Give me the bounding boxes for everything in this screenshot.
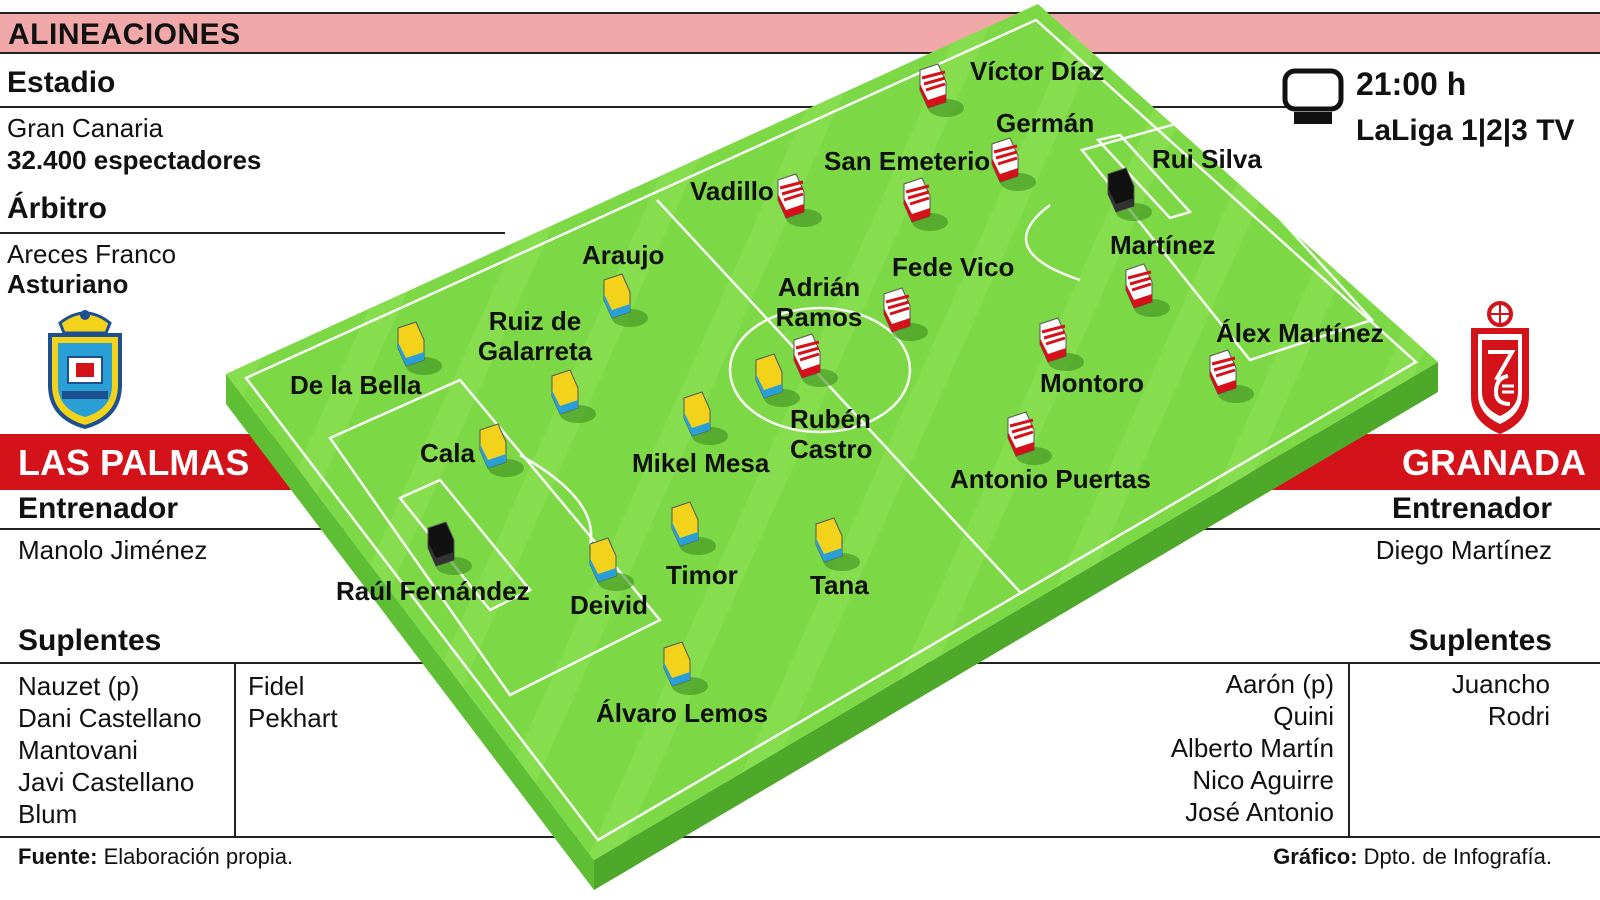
divider xyxy=(0,836,1600,838)
player-label: Montoro xyxy=(1040,368,1144,398)
source-label: Fuente: xyxy=(18,844,98,869)
player-label: Rui Silva xyxy=(1152,144,1262,174)
player-label: Raúl Fernández xyxy=(336,576,530,606)
home-player-kit xyxy=(815,517,860,571)
list-item: Dani Castellano xyxy=(18,703,202,733)
home-team-banner: LAS PALMAS xyxy=(0,434,310,490)
player-label: Timor xyxy=(666,560,738,590)
away-team-banner: GRANADA xyxy=(1250,434,1600,490)
player-label: Deivid xyxy=(570,590,649,620)
away-player-kit xyxy=(1209,349,1254,403)
away-player-kit xyxy=(991,137,1036,191)
graphic-label: Gráfico: xyxy=(1273,844,1358,869)
kickoff-time: 21:00 h xyxy=(1356,66,1467,102)
player-label: Víctor Díaz xyxy=(970,56,1105,86)
divider xyxy=(0,106,1300,108)
list-item: Juancho xyxy=(1451,669,1550,699)
player-label: Martínez xyxy=(1110,230,1216,260)
home-player-kit xyxy=(755,353,800,407)
home-player-kit xyxy=(663,641,708,695)
away-coach: Diego Martínez xyxy=(1375,535,1552,565)
list-item: Nauzet (p) xyxy=(18,671,140,701)
divider xyxy=(1348,662,1350,838)
home-player-kit xyxy=(479,423,524,477)
home-subs-list-2: Fidel Pekhart xyxy=(248,670,338,734)
granada-crest-icon xyxy=(1468,300,1532,436)
tv-channel: LaLiga 1|2|3 TV xyxy=(1356,114,1575,147)
list-item: Mantovani xyxy=(18,735,138,765)
referee-region: Asturiano xyxy=(7,269,129,299)
player-label: Ruiz de Galarreta xyxy=(477,306,593,366)
away-player-kit xyxy=(1007,411,1052,465)
away-subs-list: Aarón (p) Quini Alberto Martín Nico Agui… xyxy=(1171,668,1334,828)
player-label: Tana xyxy=(810,570,869,600)
player-label: Vadillo xyxy=(690,176,774,206)
home-player-kit xyxy=(551,369,596,423)
away-player-kit xyxy=(793,333,838,387)
player-label: Fede Vico xyxy=(892,252,1015,282)
list-item: Fidel xyxy=(248,671,305,701)
divider xyxy=(0,528,1600,530)
stadium-heading: Estadio xyxy=(7,66,116,99)
player-label: Araujo xyxy=(582,240,665,270)
player-label: Mikel Mesa xyxy=(632,448,770,478)
home-player-kit xyxy=(397,321,442,375)
home-team-name: LAS PALMAS xyxy=(18,442,250,483)
away-coach-heading: Entrenador xyxy=(1391,492,1552,525)
home-subs-heading: Suplentes xyxy=(18,624,162,657)
source-credit: Fuente: Elaboración propia. xyxy=(18,844,293,870)
stadium-name: Gran Canaria xyxy=(7,113,164,143)
list-item: Aarón (p) xyxy=(1225,669,1334,699)
graphic-credit: Gráfico: Dpto. de Infografía. xyxy=(1273,844,1552,870)
referee-heading: Árbitro xyxy=(7,192,107,225)
list-item: Nico Aguirre xyxy=(1192,765,1334,795)
list-item: Blum xyxy=(18,799,78,829)
player-label: Álex Martínez xyxy=(1216,318,1384,348)
list-item: Rodri xyxy=(1487,701,1550,731)
player-label: Adrián Ramos xyxy=(775,272,863,332)
home-subs-list: Nauzet (p) Dani Castellano Mantovani Jav… xyxy=(18,670,202,830)
divider xyxy=(0,232,505,234)
source-text: Elaboración propia. xyxy=(103,844,294,869)
player-label: Rubén Castro xyxy=(790,404,873,464)
capacity: 32.400 espectadores xyxy=(7,145,262,175)
home-coach-heading: Entrenador xyxy=(18,492,179,525)
away-team-name: GRANADA xyxy=(1402,442,1586,483)
player-label: San Emeterio xyxy=(824,146,991,176)
divider xyxy=(234,662,236,838)
referee-name: Areces Franco xyxy=(7,239,177,269)
away-player-kit xyxy=(1039,317,1084,371)
player-label: Germán xyxy=(996,108,1095,138)
away-player-kit xyxy=(883,287,928,341)
divider xyxy=(0,662,1600,664)
away-subs-list-2: Juancho Rodri xyxy=(1452,668,1550,732)
away-player-kit xyxy=(1107,167,1152,221)
away-player-kit xyxy=(1125,263,1170,317)
list-item: Quini xyxy=(1273,701,1334,731)
list-item: Pekhart xyxy=(248,703,338,733)
list-item: Javi Castellano xyxy=(18,767,195,797)
player-label: Álvaro Lemos xyxy=(596,698,768,728)
player-label: Cala xyxy=(420,438,475,468)
graphic-text: Dpto. de Infografía. xyxy=(1363,844,1552,869)
player-label: Antonio Puertas xyxy=(950,464,1151,494)
away-player-kit xyxy=(919,63,964,117)
home-player-kit xyxy=(603,273,648,327)
las-palmas-crest-icon xyxy=(40,305,130,430)
player-label: De la Bella xyxy=(290,370,422,400)
home-player-kit xyxy=(683,391,728,445)
header-bar: ALINEACIONES xyxy=(0,12,1600,54)
list-item: José Antonio xyxy=(1185,797,1334,827)
list-item: Alberto Martín xyxy=(1170,733,1334,763)
tv-icon xyxy=(1282,68,1344,128)
away-player-kit xyxy=(903,177,948,231)
home-player-kit xyxy=(589,537,634,591)
page-title: ALINEACIONES xyxy=(8,18,241,51)
away-player-kit xyxy=(777,173,822,227)
away-subs-heading: Suplentes xyxy=(1408,624,1552,657)
home-coach: Manolo Jiménez xyxy=(18,535,208,565)
